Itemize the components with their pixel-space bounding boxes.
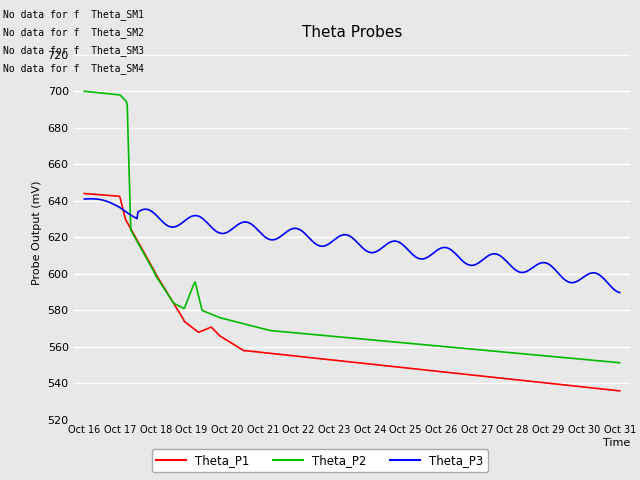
Title: Theta Probes: Theta Probes bbox=[302, 25, 402, 40]
Theta_P2 bbox=[175, 303, 183, 309]
Theta_P2 bbox=[484, 348, 492, 353]
Line: Theta_P1: Theta_P1 bbox=[84, 193, 620, 391]
Theta_P3 bbox=[439, 245, 447, 251]
Text: No data for f  Theta_SM4: No data for f Theta_SM4 bbox=[3, 63, 144, 74]
Theta_P2 bbox=[616, 360, 623, 366]
X-axis label: Time: Time bbox=[603, 438, 630, 448]
Text: No data for f  Theta_SM3: No data for f Theta_SM3 bbox=[3, 45, 144, 56]
Y-axis label: Probe Output (mV): Probe Output (mV) bbox=[32, 180, 42, 285]
Theta_P1 bbox=[81, 191, 88, 196]
Theta_P3 bbox=[324, 242, 332, 248]
Theta_P1 bbox=[323, 357, 330, 362]
Theta_P1 bbox=[484, 374, 492, 380]
Theta_P2 bbox=[323, 333, 330, 338]
Theta_P1 bbox=[396, 364, 404, 370]
Theta_P1 bbox=[438, 369, 445, 374]
Theta_P3 bbox=[176, 221, 184, 227]
Theta_P3 bbox=[219, 230, 227, 236]
Text: No data for f  Theta_SM2: No data for f Theta_SM2 bbox=[3, 27, 144, 38]
Theta_P2 bbox=[81, 88, 88, 94]
Theta_P1 bbox=[175, 309, 183, 315]
Theta_P2 bbox=[396, 339, 404, 345]
Line: Theta_P2: Theta_P2 bbox=[84, 91, 620, 363]
Theta_P3 bbox=[616, 290, 623, 296]
Line: Theta_P3: Theta_P3 bbox=[84, 199, 620, 293]
Theta_P2 bbox=[438, 344, 445, 349]
Legend: Theta_P1, Theta_P2, Theta_P3: Theta_P1, Theta_P2, Theta_P3 bbox=[152, 449, 488, 472]
Theta_P3 bbox=[81, 196, 88, 202]
Theta_P3 bbox=[88, 196, 95, 202]
Text: No data for f  Theta_SM1: No data for f Theta_SM1 bbox=[3, 9, 144, 20]
Theta_P3 bbox=[397, 240, 404, 246]
Theta_P1 bbox=[616, 388, 623, 394]
Theta_P2 bbox=[218, 315, 226, 321]
Theta_P3 bbox=[484, 253, 492, 259]
Theta_P1 bbox=[218, 335, 226, 340]
